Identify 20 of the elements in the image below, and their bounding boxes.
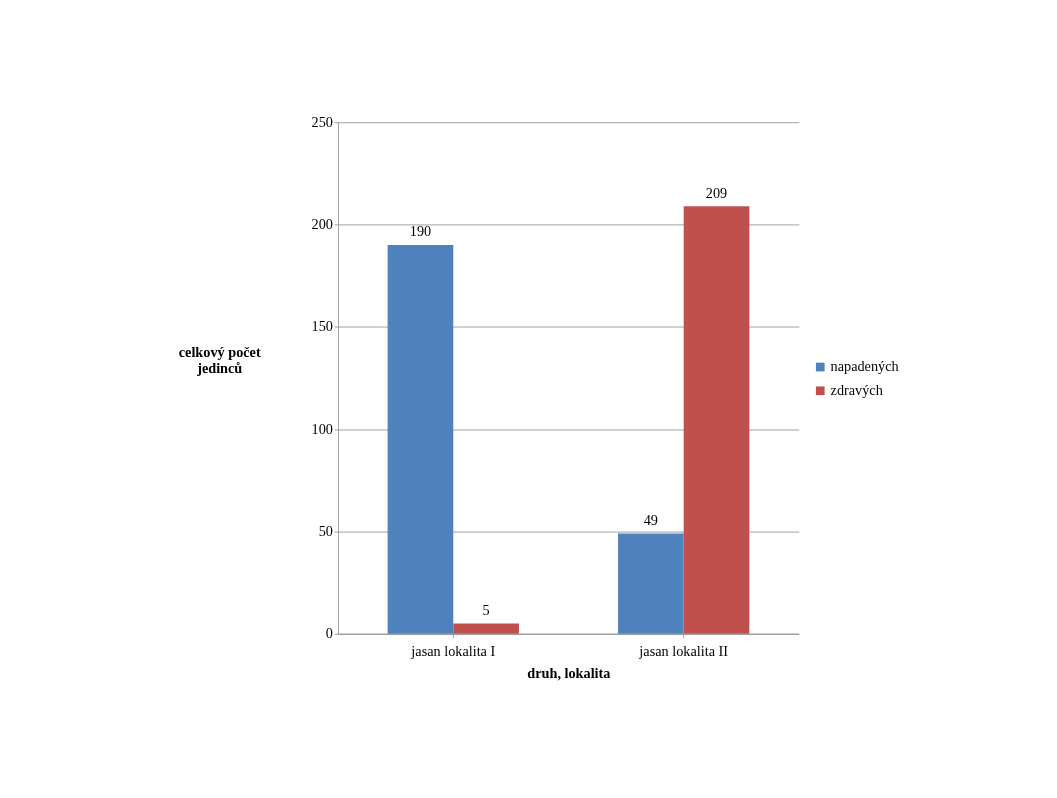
y-tick-label: 250 (311, 113, 333, 130)
y-axis-title: celkový počet jedinců (178, 344, 261, 376)
legend-label: napadených (830, 357, 899, 374)
x-tick-label: jasan lokalita II (638, 642, 729, 659)
data-label: 190 (409, 223, 432, 240)
y-tick-label: 100 (311, 420, 333, 437)
data-label: 49 (643, 511, 658, 528)
bar (618, 533, 684, 634)
y-tick-label: 150 (311, 318, 333, 335)
data-label: 209 (705, 184, 728, 201)
bar (683, 206, 750, 634)
legend-label: zdravých (830, 381, 883, 398)
y-tick-label: 200 (311, 216, 333, 233)
x-tick-label: jasan lokalita I (410, 642, 496, 659)
y-tick-label: 0 (325, 625, 333, 642)
bar (387, 245, 454, 634)
bar (453, 623, 519, 634)
y-tick-label: 50 (318, 522, 333, 539)
data-label: 5 (482, 601, 490, 618)
x-axis-title: druh, lokalita (527, 664, 611, 681)
